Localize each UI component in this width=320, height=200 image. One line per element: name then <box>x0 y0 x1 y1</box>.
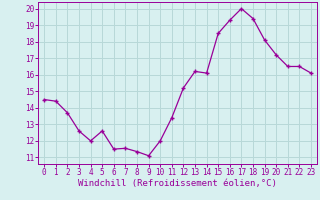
X-axis label: Windchill (Refroidissement éolien,°C): Windchill (Refroidissement éolien,°C) <box>78 179 277 188</box>
